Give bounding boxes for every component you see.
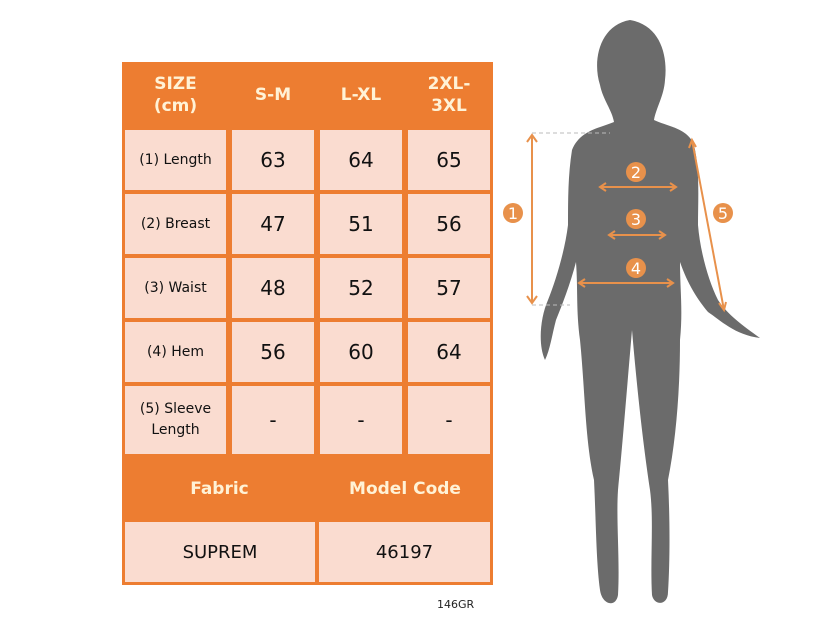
row-value: 57 [408, 258, 490, 318]
fabric-header: Fabric [190, 479, 249, 499]
row-value: 65 [408, 130, 490, 190]
header-size: SIZE (cm) [153, 74, 198, 116]
product-code: 146GR [437, 598, 475, 611]
marker-number: 2 [631, 163, 641, 182]
sleeve-arrow [691, 139, 725, 311]
fabric-value: SUPREM [125, 522, 315, 582]
row-value: 64 [408, 322, 490, 382]
row-value: - [408, 386, 490, 454]
row-value: - [232, 386, 314, 454]
row-label: (5) Sleeve Length [125, 386, 226, 454]
model-code-value: 46197 [319, 522, 490, 582]
marker-number: 3 [631, 210, 641, 229]
marker-circle [626, 209, 646, 229]
silhouette [540, 20, 760, 604]
marker-number: 5 [718, 204, 728, 223]
row-value: 52 [320, 258, 402, 318]
row-value: 60 [320, 322, 402, 382]
marker-number: 1 [508, 204, 518, 223]
row-value: 64 [320, 130, 402, 190]
row-value: 56 [408, 194, 490, 254]
row-label: (1) Length [125, 130, 226, 190]
row-label: (2) Breast [125, 194, 226, 254]
model-code-header: Model Code [349, 479, 461, 499]
row-label: (3) Waist [125, 258, 226, 318]
row-value: 63 [232, 130, 314, 190]
row-value: 47 [232, 194, 314, 254]
marker-circle [503, 203, 523, 223]
marker-circle [626, 162, 646, 182]
header-s-m: S-M [254, 85, 292, 105]
row-value: 56 [232, 322, 314, 382]
header-2xl-3xl: 2XL- 3XL [427, 74, 471, 116]
row-label: (4) Hem [125, 322, 226, 382]
marker-circle [626, 258, 646, 278]
row-value: 48 [232, 258, 314, 318]
header-l-xl: L-XL [340, 85, 382, 105]
marker-circle [713, 203, 733, 223]
marker-number: 4 [631, 259, 641, 278]
row-value: - [320, 386, 402, 454]
size-chart-table: SIZE (cm) S-M L-XL 2XL- 3XL (1) Length 63… [122, 62, 493, 585]
row-value: 51 [320, 194, 402, 254]
